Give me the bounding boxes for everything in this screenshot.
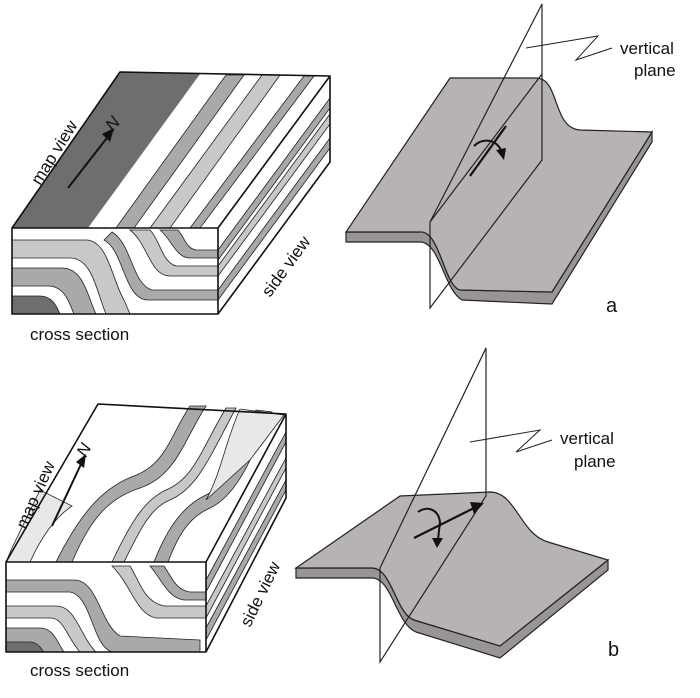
panel-b-side-view-layers <box>205 431 287 641</box>
panel-a-vertical-label: vertical <box>620 39 674 58</box>
panel-b-cross-section-label: cross section <box>30 661 129 680</box>
panel-b-fold-surface: vertical plane b <box>294 347 619 665</box>
panel-b-north-arrow <box>51 454 86 527</box>
panel-b-letter: b <box>608 639 619 661</box>
panel-a-plane-label: plane <box>634 61 676 80</box>
panel-b-plane-label: plane <box>574 452 616 471</box>
panel-a-north-arrow <box>67 128 114 189</box>
panel-a-leader-line <box>525 35 613 62</box>
panel-b-leader-line <box>469 429 553 453</box>
panel-a-dark-band <box>12 72 200 228</box>
panel-a-block-diagram: N map view side view cross section <box>11 71 331 344</box>
panel-b-vertical-plane <box>379 347 487 665</box>
panel-b-block-diagram: N map view side view cross section <box>5 403 287 680</box>
panel-a-vertical-plane <box>429 3 543 310</box>
panel-a-cross-section-layers <box>11 229 219 315</box>
panel-a-rotation-arrowhead-icon <box>496 148 506 160</box>
panel-b-rotation-arrows <box>413 502 484 548</box>
panel-a-letter: a <box>606 295 618 317</box>
panel-b-map-layers <box>5 405 285 563</box>
panel-b-rotation-arrowhead-icon <box>432 538 443 548</box>
panel-a-side-view-layers <box>217 96 331 302</box>
panel-b-north-arrowhead-icon <box>76 454 86 468</box>
panel-a-surface-top <box>344 77 654 293</box>
panel-a-fold-surface: vertical plane a <box>344 3 676 317</box>
panel-a-block-outline <box>11 71 331 315</box>
panel-a-north-arrowhead-icon <box>102 128 114 142</box>
panel-b-surface-top <box>294 491 610 647</box>
panel-b-block-outline <box>5 403 287 653</box>
panel-a-cross-section-label: cross section <box>30 325 129 344</box>
panel-b-direction-arrowhead-icon <box>470 502 484 514</box>
panel-b-vertical-label: vertical <box>560 429 614 448</box>
panel-a-rotation-arrows <box>469 125 507 177</box>
